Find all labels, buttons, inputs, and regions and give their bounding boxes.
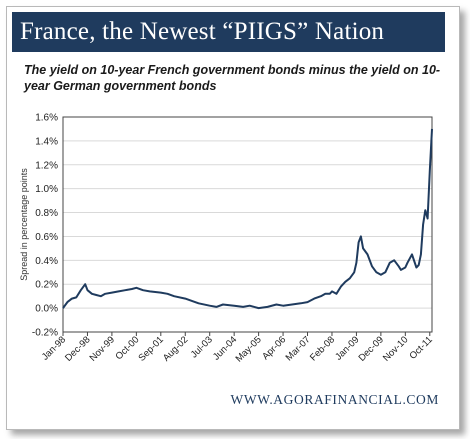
- y-tick-label: 1.2%: [35, 160, 58, 171]
- x-tick-label: Oct-11: [407, 334, 434, 361]
- x-tick-label: Nov-99: [88, 334, 117, 363]
- x-tick-label: Nov-10: [381, 334, 410, 363]
- x-tick-label: Sep-01: [136, 334, 165, 363]
- y-tick-label: 1.6%: [35, 113, 58, 124]
- plot-frame: [62, 116, 433, 333]
- y-tick-label: 0.2%: [35, 280, 58, 291]
- y-tick-label: -0.2%: [32, 328, 58, 339]
- y-tick-label: 0.0%: [35, 304, 58, 315]
- y-tick-label: 1.0%: [35, 184, 58, 195]
- x-tick-label: Mar-07: [284, 334, 313, 363]
- y-axis-title: Spread in percentage points: [19, 168, 29, 281]
- title-banner: France, the Newest “PIIGS” Nation: [12, 12, 445, 52]
- chart-title: France, the Newest “PIIGS” Nation: [20, 18, 385, 45]
- x-tick-label: Aug-02: [161, 334, 190, 363]
- x-tick-label: May-05: [234, 334, 264, 364]
- x-tick-label: Feb-08: [308, 334, 337, 363]
- x-tick-label: Dec-98: [63, 334, 92, 363]
- y-tick-label: 0.8%: [35, 208, 58, 219]
- chart-card: [6, 6, 460, 430]
- x-tick-label: Dec-09: [357, 334, 386, 363]
- y-tick-label: 1.4%: [35, 136, 58, 147]
- y-tick-label: 0.4%: [35, 256, 58, 267]
- chart-subtitle: The yield on 10-year French government b…: [24, 63, 441, 93]
- x-tick-label: Jan-09: [333, 334, 361, 362]
- source-footer: WWW.AGORAFINANCIAL.COM: [230, 392, 439, 407]
- x-tick-label: Jul-03: [189, 334, 215, 360]
- series-line: [62, 128, 433, 310]
- x-tick-label: Jan-98: [40, 334, 68, 362]
- x-tick-label: Apr-06: [260, 334, 288, 362]
- y-tick-label: 0.6%: [35, 232, 58, 243]
